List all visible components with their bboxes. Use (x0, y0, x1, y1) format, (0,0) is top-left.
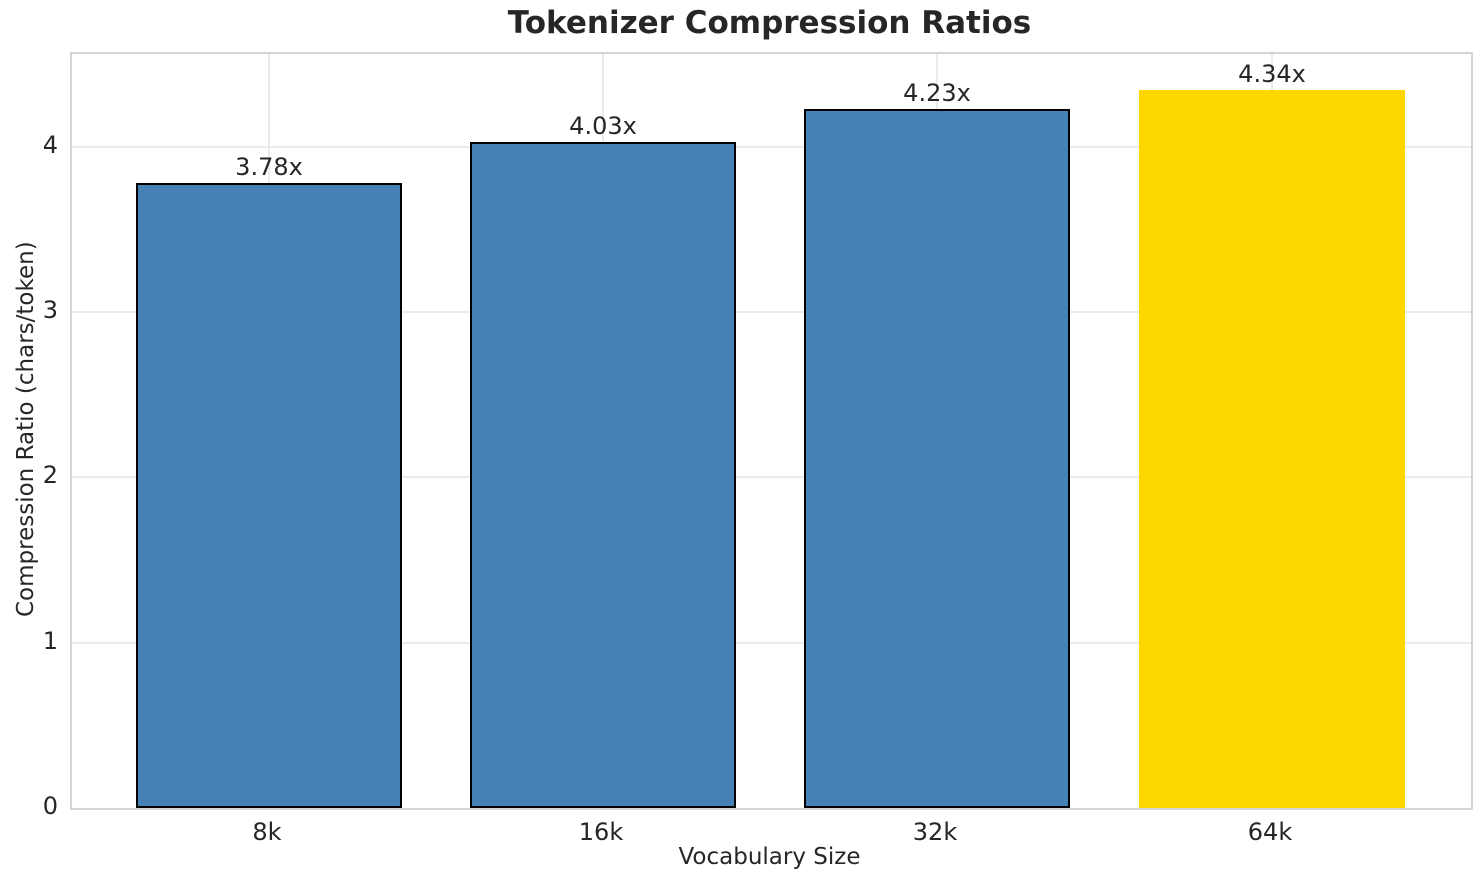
bar-value-label: 4.34x (1238, 60, 1306, 89)
gridline-horizontal (72, 310, 1471, 313)
bar-value-label: 4.23x (903, 78, 971, 107)
gridline-horizontal (72, 145, 1471, 148)
y-tick-label: 4 (42, 130, 58, 159)
gridline-horizontal (72, 476, 1471, 479)
x-tick-label: 16k (578, 818, 624, 846)
y-tick-label: 3 (42, 295, 58, 324)
bar (804, 108, 1070, 808)
y-tick-label: 1 (42, 626, 58, 655)
plot-area: 3.78x 4.03x 4.23x 4.34x (70, 52, 1473, 810)
y-axis-label: Compression Ratio (chars/token) (13, 241, 39, 617)
x-axis-label: Vocabulary Size (678, 844, 861, 870)
y-tick-label: 2 (42, 461, 58, 490)
bar (470, 141, 736, 808)
bar (136, 182, 402, 808)
bar (1139, 90, 1405, 808)
bar-value-label: 3.78x (235, 152, 303, 181)
y-tick-label: 0 (42, 792, 58, 820)
x-tick-label: 64k (1247, 818, 1293, 846)
gridline-horizontal (72, 641, 1471, 644)
bar-value-label: 4.03x (569, 111, 637, 140)
x-tick-label: 8k (252, 818, 282, 846)
chart-title: Tokenizer Compression Ratios (507, 5, 1032, 41)
x-tick-label: 32k (912, 818, 958, 846)
